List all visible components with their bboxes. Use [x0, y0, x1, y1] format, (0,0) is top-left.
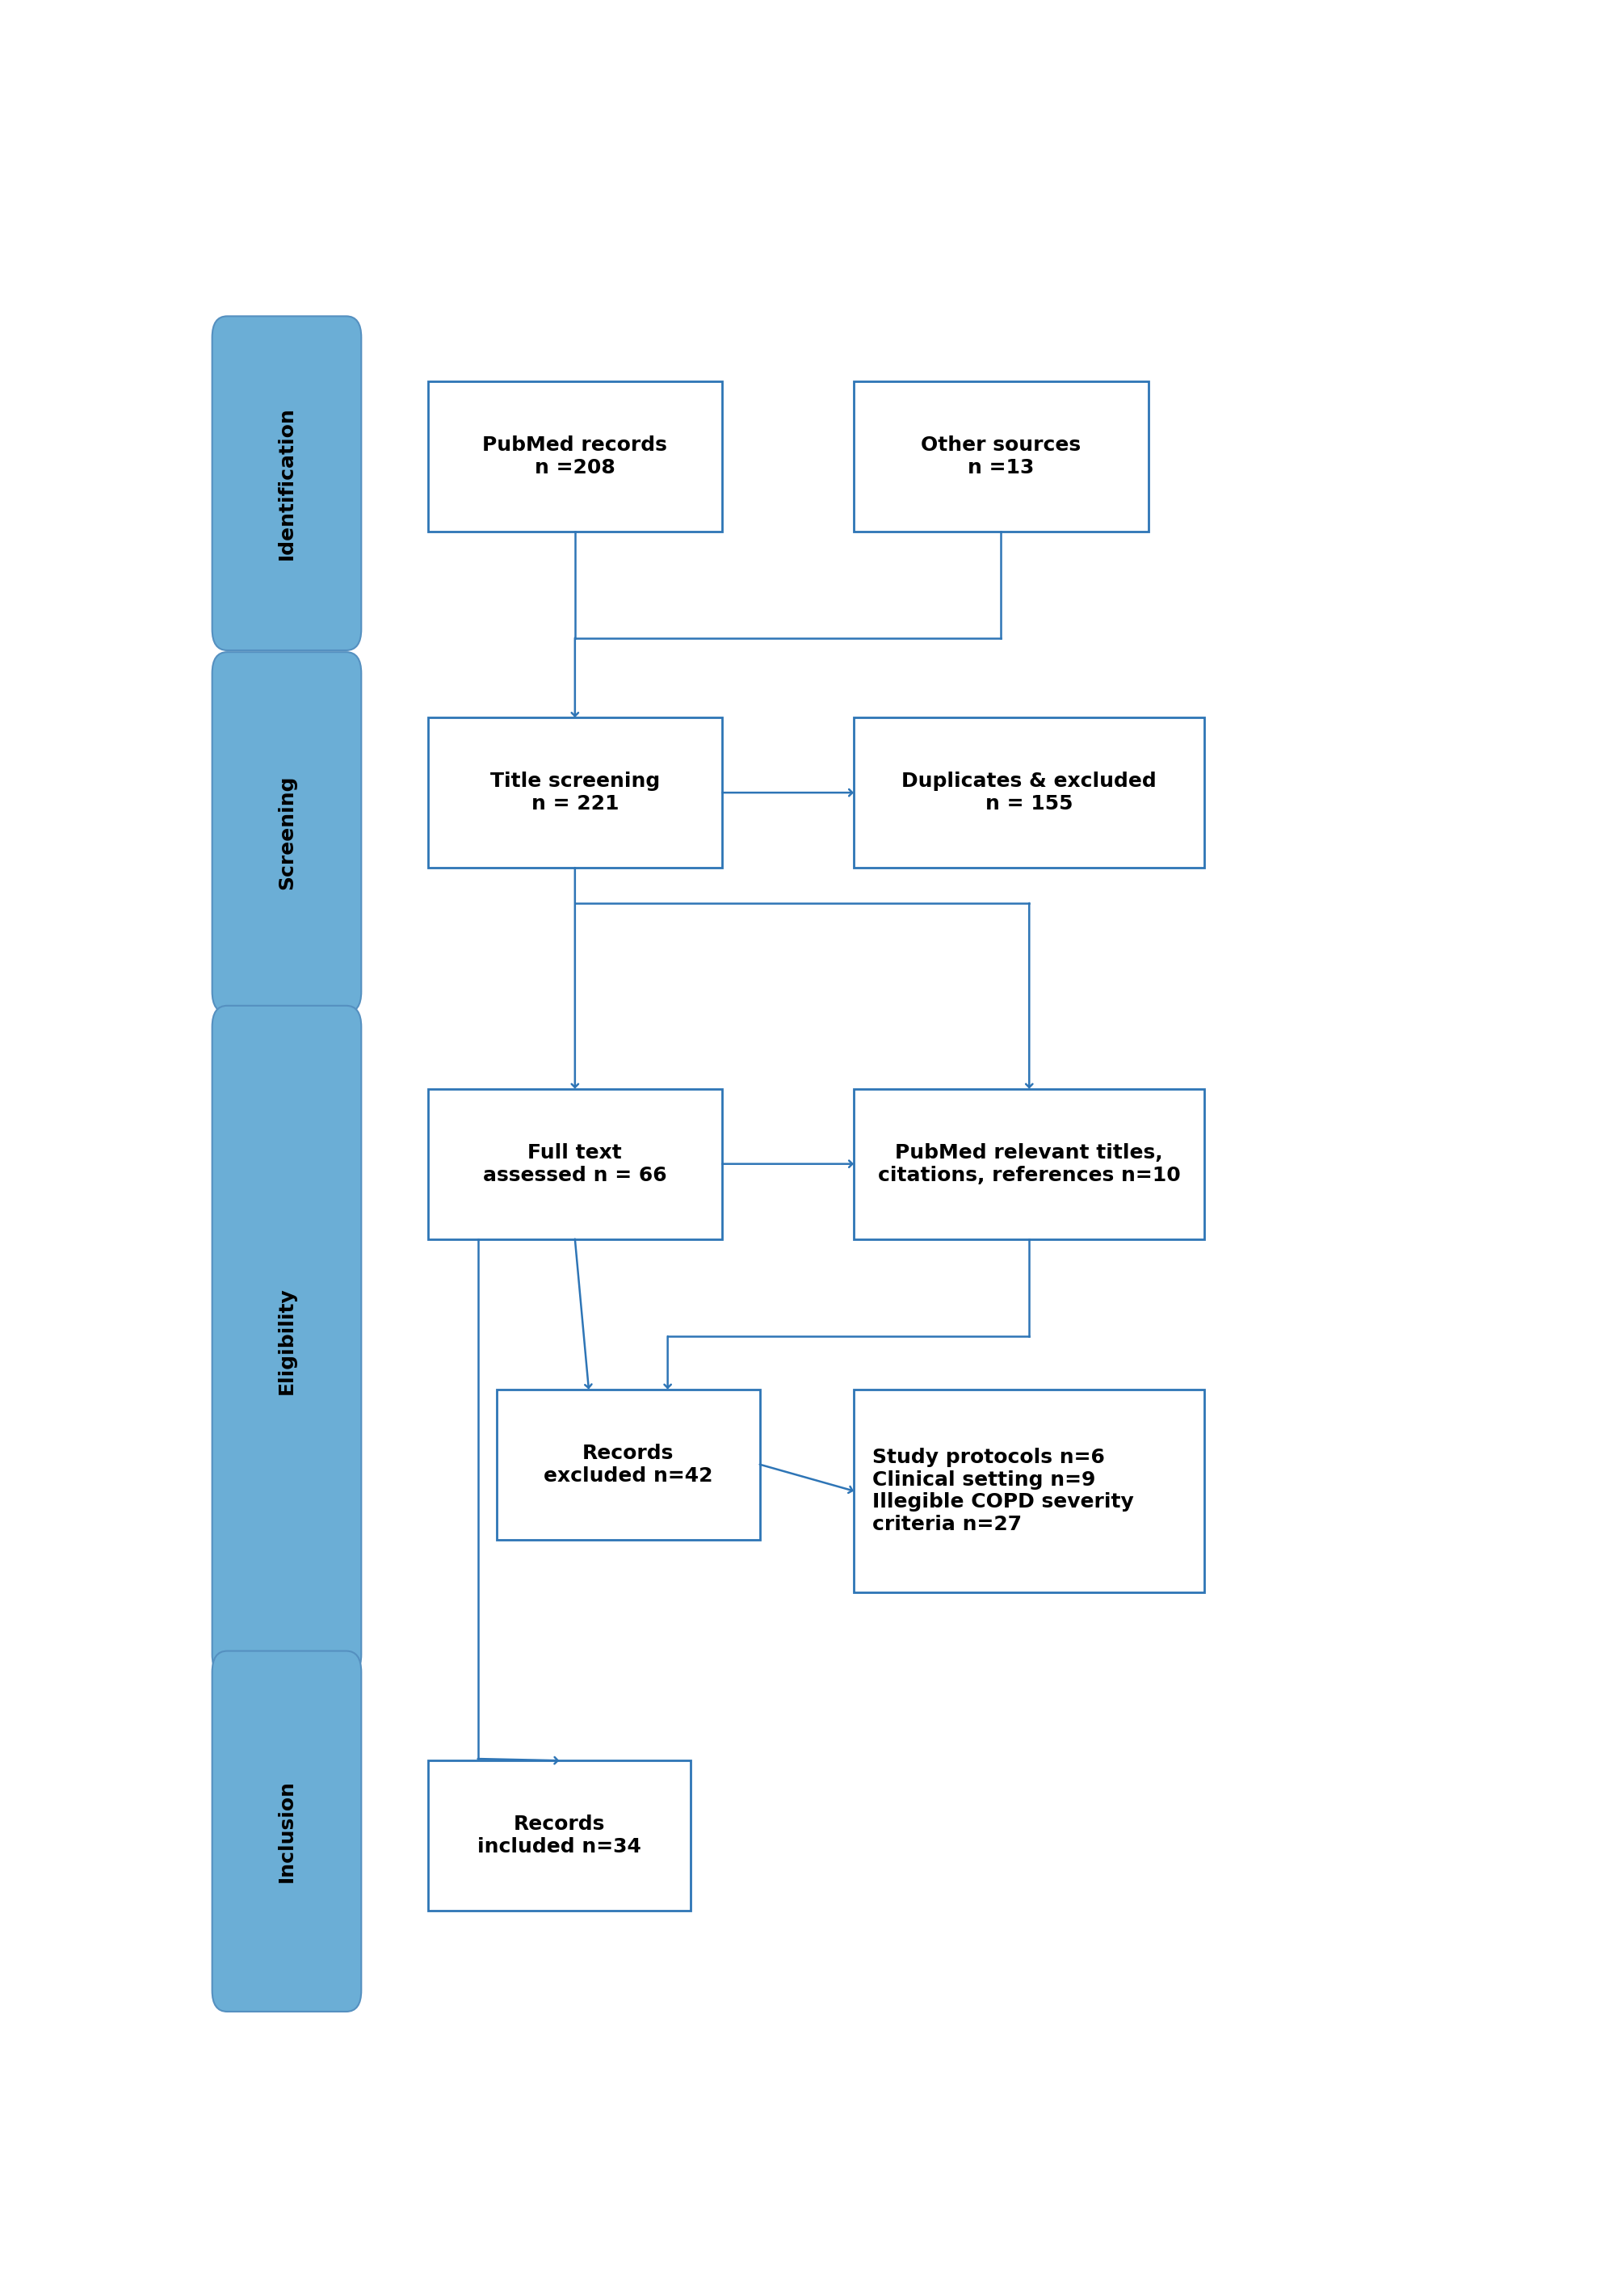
FancyBboxPatch shape	[427, 1088, 723, 1240]
FancyBboxPatch shape	[427, 381, 723, 533]
FancyBboxPatch shape	[854, 716, 1205, 868]
Text: Title screening
n = 221: Title screening n = 221	[490, 771, 660, 813]
FancyBboxPatch shape	[212, 652, 361, 1013]
FancyBboxPatch shape	[212, 1651, 361, 2011]
Text: Eligibility: Eligibility	[277, 1288, 296, 1394]
Text: Screening: Screening	[277, 776, 296, 889]
FancyBboxPatch shape	[854, 1088, 1205, 1240]
FancyBboxPatch shape	[427, 1761, 690, 1910]
Text: Other sources
n =13: Other sources n =13	[922, 436, 1082, 478]
Text: PubMed records
n =208: PubMed records n =208	[482, 436, 668, 478]
Text: Study protocols n=6
Clinical setting n=9
Illegible COPD severity
criteria n=27: Study protocols n=6 Clinical setting n=9…	[873, 1446, 1134, 1534]
FancyBboxPatch shape	[212, 317, 361, 650]
Text: Records
included n=34: Records included n=34	[477, 1814, 642, 1857]
Text: Inclusion: Inclusion	[277, 1779, 296, 1883]
Text: Full text
assessed n = 66: Full text assessed n = 66	[483, 1143, 666, 1185]
Text: PubMed relevant titles,
citations, references n=10: PubMed relevant titles, citations, refer…	[878, 1143, 1180, 1185]
FancyBboxPatch shape	[496, 1389, 760, 1541]
Text: Records
excluded n=42: Records excluded n=42	[543, 1444, 713, 1486]
FancyBboxPatch shape	[854, 1389, 1205, 1593]
FancyBboxPatch shape	[427, 716, 723, 868]
Text: Identification: Identification	[277, 406, 296, 560]
Text: Duplicates & excluded
n = 155: Duplicates & excluded n = 155	[902, 771, 1156, 813]
FancyBboxPatch shape	[212, 1006, 361, 1676]
FancyBboxPatch shape	[854, 381, 1148, 533]
